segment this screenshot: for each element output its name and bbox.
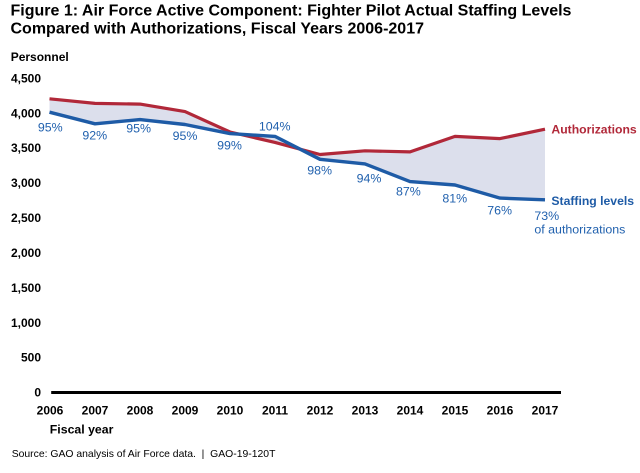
svg-text:2013: 2013: [352, 403, 379, 417]
svg-text:76%: 76%: [487, 203, 512, 217]
svg-text:0: 0: [34, 386, 41, 400]
svg-text:2006: 2006: [37, 403, 64, 417]
svg-text:73%: 73%: [534, 209, 559, 223]
svg-text:2016: 2016: [487, 403, 514, 417]
svg-text:98%: 98%: [307, 163, 332, 177]
svg-text:2010: 2010: [217, 403, 244, 417]
svg-text:of authorizations: of authorizations: [534, 223, 625, 237]
svg-text:Compared with Authorizations,: Compared with Authorizations, Fiscal Yea…: [11, 21, 425, 38]
svg-text:95%: 95%: [38, 120, 63, 134]
svg-text:81%: 81%: [442, 191, 467, 205]
svg-text:2017: 2017: [532, 403, 559, 417]
svg-text:95%: 95%: [173, 129, 198, 143]
svg-text:104%: 104%: [259, 120, 291, 134]
svg-text:1,000: 1,000: [11, 316, 41, 330]
svg-text:99%: 99%: [217, 139, 242, 153]
svg-text:2014: 2014: [397, 403, 424, 417]
svg-text:3,000: 3,000: [11, 176, 41, 190]
svg-text:95%: 95%: [126, 122, 151, 136]
svg-text:2008: 2008: [127, 403, 154, 417]
svg-text:Source: GAO analysis of Air Fo: Source: GAO analysis of Air Force data. …: [12, 449, 276, 460]
svg-text:2,000: 2,000: [11, 246, 41, 260]
svg-text:94%: 94%: [357, 172, 382, 186]
svg-text:3,500: 3,500: [11, 141, 41, 155]
svg-text:Staffing levels: Staffing levels: [551, 194, 634, 208]
svg-text:2007: 2007: [82, 403, 109, 417]
svg-text:2012: 2012: [307, 403, 334, 417]
svg-text:500: 500: [21, 351, 41, 365]
svg-text:4,500: 4,500: [11, 71, 41, 85]
svg-text:Figure 1: Air Force Active Com: Figure 1: Air Force Active Component: Fi…: [11, 3, 572, 20]
svg-text:87%: 87%: [396, 184, 421, 198]
svg-text:92%: 92%: [82, 129, 107, 143]
svg-text:2011: 2011: [262, 403, 288, 417]
svg-text:2,500: 2,500: [11, 211, 41, 225]
svg-text:2009: 2009: [172, 403, 199, 417]
svg-text:2015: 2015: [442, 403, 469, 417]
svg-text:Personnel: Personnel: [11, 50, 69, 64]
svg-text:Fiscal year: Fiscal year: [50, 423, 114, 437]
svg-text:1,500: 1,500: [11, 281, 41, 295]
svg-text:4,000: 4,000: [11, 106, 41, 120]
svg-text:Authorizations: Authorizations: [551, 122, 637, 136]
